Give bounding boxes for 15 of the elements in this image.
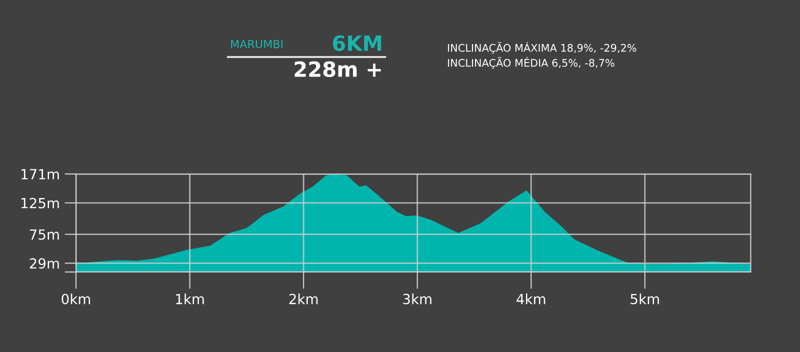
y-tick-label: 125m <box>22 198 59 208</box>
x-tick-label: 2km <box>289 294 318 304</box>
text: MARUMBI <box>231 40 282 48</box>
x-tick-label: 4km <box>516 294 546 304</box>
x-tick-label: 0km <box>62 294 90 304</box>
x-tick-label: 1km <box>176 294 204 304</box>
x-tick-label: 5km <box>630 294 659 304</box>
chart-title: 6KM <box>332 35 382 52</box>
y-tick-label: 75m <box>30 229 59 240</box>
x-tick-label: 3km <box>403 294 432 304</box>
y-tick-label: 171m <box>22 169 59 180</box>
text: INCLINAÇÃO MÉDIA 6,5%, -8,7% <box>448 57 614 69</box>
text: INCLINAÇÃO MÁXIMA 18,9%, -29,2% <box>448 42 636 54</box>
y-tick-label: 29m <box>30 258 59 269</box>
chart-subtitle: 228m + <box>294 61 381 78</box>
